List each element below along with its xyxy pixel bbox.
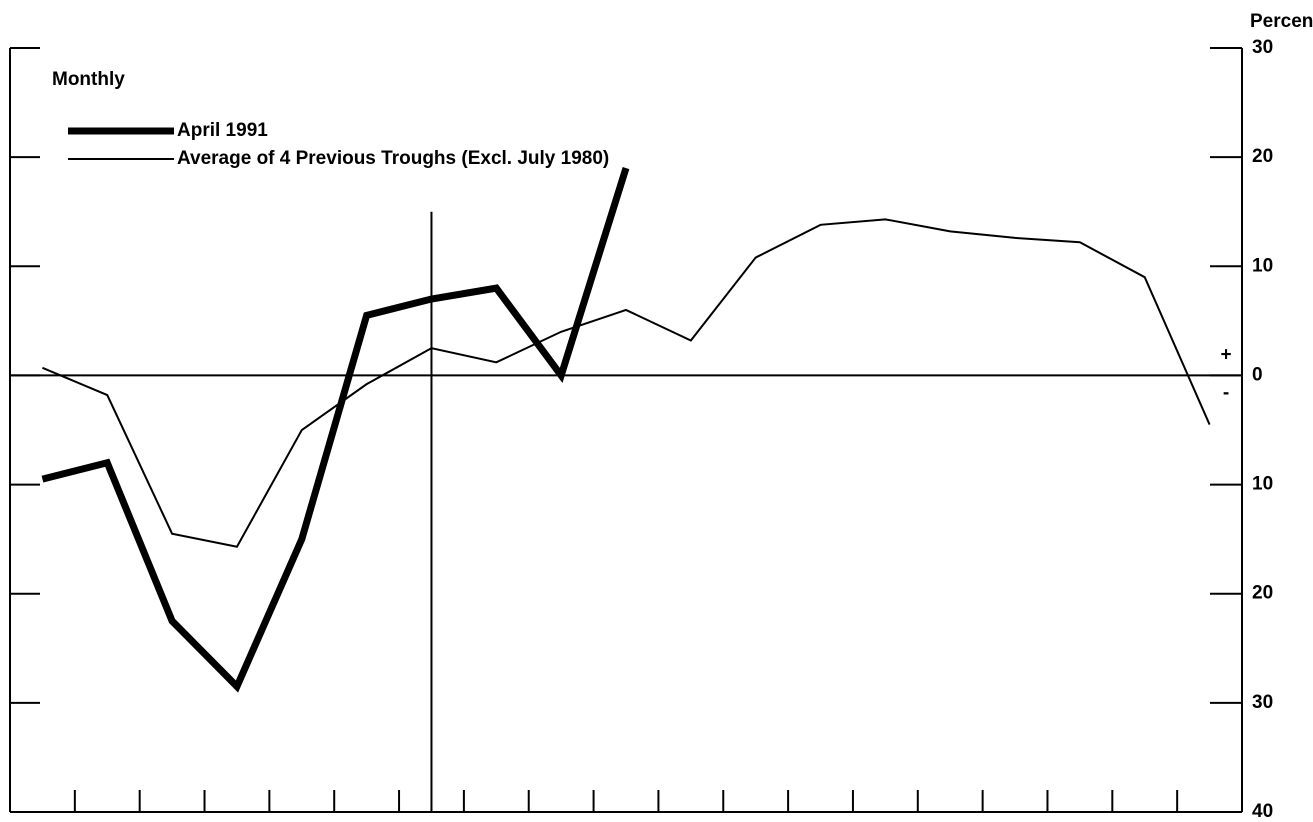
legend-label: April 1991	[177, 120, 268, 141]
y-tick-label: 30	[1252, 37, 1273, 58]
y-tick-label: 10	[1252, 474, 1273, 495]
y-tick-label: 20	[1252, 583, 1273, 604]
y-tick-label: 0	[1252, 364, 1263, 385]
data-line	[42, 218, 1211, 548]
annotation: Monthly	[52, 69, 125, 90]
y-tick-label: 10	[1252, 255, 1273, 276]
y-tick-label: 20	[1252, 146, 1273, 167]
y-axis-label: Percent	[1250, 11, 1313, 32]
annotation: -	[1223, 382, 1229, 403]
annotation: +	[1220, 344, 1231, 365]
y-tick-label: 40	[1252, 801, 1273, 822]
legend-label: Average of 4 Previous Troughs (Excl. Jul…	[177, 148, 609, 169]
y-tick-label: 30	[1252, 692, 1273, 713]
data-line	[41, 167, 630, 693]
